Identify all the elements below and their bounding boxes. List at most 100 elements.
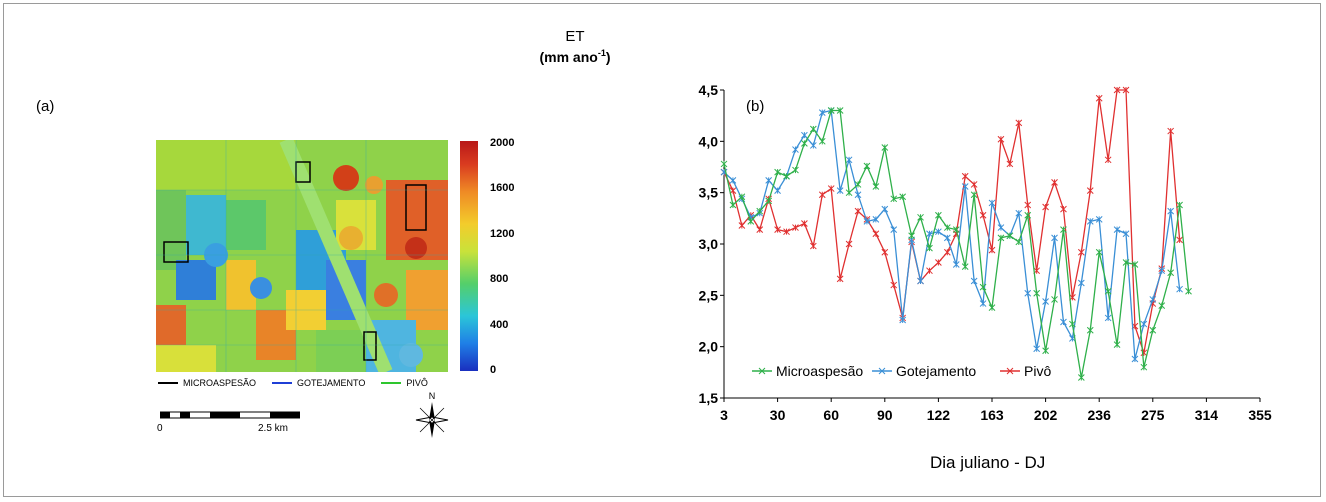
colorbar-tick-label: 800 — [490, 273, 509, 286]
y-tick-label: 2,5 — [699, 287, 719, 303]
data-point — [774, 187, 781, 194]
data-point — [801, 131, 808, 139]
data-point — [818, 137, 826, 145]
data-point — [881, 248, 889, 256]
data-point — [1113, 226, 1121, 233]
data-point — [881, 205, 889, 213]
data-point — [1077, 374, 1085, 381]
data-point — [1113, 341, 1121, 348]
data-point — [926, 230, 933, 238]
y-tick-label: 2,0 — [699, 339, 719, 355]
data-point — [890, 281, 898, 289]
series-line-1 — [723, 109, 1181, 360]
data-point — [774, 226, 781, 233]
scale-start: 0 — [157, 423, 163, 434]
data-point — [1149, 326, 1157, 334]
data-point — [1086, 326, 1094, 334]
data-point — [1140, 349, 1148, 357]
data-point — [827, 185, 835, 192]
data-point — [1131, 355, 1139, 363]
et-map-image — [156, 140, 448, 372]
data-point — [935, 228, 942, 236]
et-title: ET — [565, 28, 585, 45]
data-point — [908, 232, 915, 240]
legend-label: Gotejamento — [896, 363, 976, 379]
data-point — [917, 213, 924, 221]
data-point — [854, 191, 862, 199]
data-point — [935, 211, 942, 219]
data-point — [979, 211, 987, 219]
data-point — [1149, 296, 1157, 303]
data-point — [747, 218, 755, 225]
data-point — [854, 181, 862, 188]
legend-marker — [758, 367, 766, 375]
data-point — [836, 187, 844, 194]
data-point — [872, 216, 880, 223]
data-point — [1167, 127, 1175, 135]
data-point — [1122, 259, 1130, 266]
data-point — [765, 176, 773, 184]
data-point — [863, 162, 871, 170]
data-point — [1006, 232, 1014, 240]
data-point — [1077, 279, 1085, 287]
data-point — [1024, 289, 1032, 297]
data-point — [836, 107, 844, 114]
data-point — [818, 191, 826, 199]
figure-frame — [3, 3, 1321, 497]
panel-a-label: (a) — [36, 98, 55, 115]
data-point — [1033, 289, 1041, 297]
data-point — [872, 183, 880, 190]
data-point — [792, 146, 799, 153]
data-point — [792, 166, 799, 174]
data-point — [890, 195, 898, 203]
data-point — [729, 176, 737, 184]
scale-end: 2.5 km — [258, 423, 289, 434]
data-point — [917, 277, 924, 285]
data-point — [729, 187, 737, 194]
data-point — [845, 240, 853, 248]
data-point — [1015, 119, 1023, 127]
legend-marker — [1006, 367, 1014, 375]
data-point — [1122, 86, 1130, 94]
colorbar-tick-label: 400 — [490, 318, 509, 331]
colorbar-tick-label: 0 — [490, 364, 497, 376]
x-tick-label: 3 — [720, 407, 728, 420]
data-point — [1024, 211, 1032, 219]
data-point — [1051, 179, 1058, 186]
data-point — [1131, 261, 1139, 268]
data-point — [872, 230, 880, 238]
data-point — [720, 160, 728, 168]
data-point — [1140, 363, 1148, 371]
north-arrow-icon: N — [415, 391, 449, 438]
y-tick-label: 3,5 — [699, 185, 719, 201]
data-point — [943, 224, 951, 231]
data-point — [988, 199, 996, 207]
data-point — [926, 267, 933, 275]
data-point — [1042, 298, 1049, 305]
data-point — [881, 144, 889, 151]
map-legend: MICROASPESÃO GOTEJAMENTO PIVÔ — [158, 378, 428, 388]
data-point — [1176, 236, 1183, 244]
data-point — [997, 234, 1005, 242]
series-line-0 — [723, 109, 1190, 378]
data-point — [1015, 209, 1023, 217]
data-point — [756, 226, 764, 233]
data-point — [1167, 269, 1175, 277]
data-point — [1104, 314, 1112, 322]
data-point — [1060, 226, 1067, 233]
x-tick-label: 355 — [1248, 407, 1272, 420]
series-line-2 — [723, 89, 1181, 354]
data-point — [1042, 347, 1049, 355]
data-point — [836, 275, 844, 283]
data-point — [774, 168, 781, 176]
data-point — [943, 234, 951, 242]
data-point — [1069, 320, 1076, 328]
legend-label: Pivô — [1024, 363, 1051, 379]
data-point — [801, 220, 808, 227]
data-point — [809, 142, 817, 149]
data-point — [1185, 287, 1192, 295]
y-tick-label: 3,0 — [699, 236, 719, 252]
data-point — [1051, 234, 1058, 242]
legend-label: Microaspesão — [776, 363, 863, 379]
data-point — [988, 304, 996, 312]
